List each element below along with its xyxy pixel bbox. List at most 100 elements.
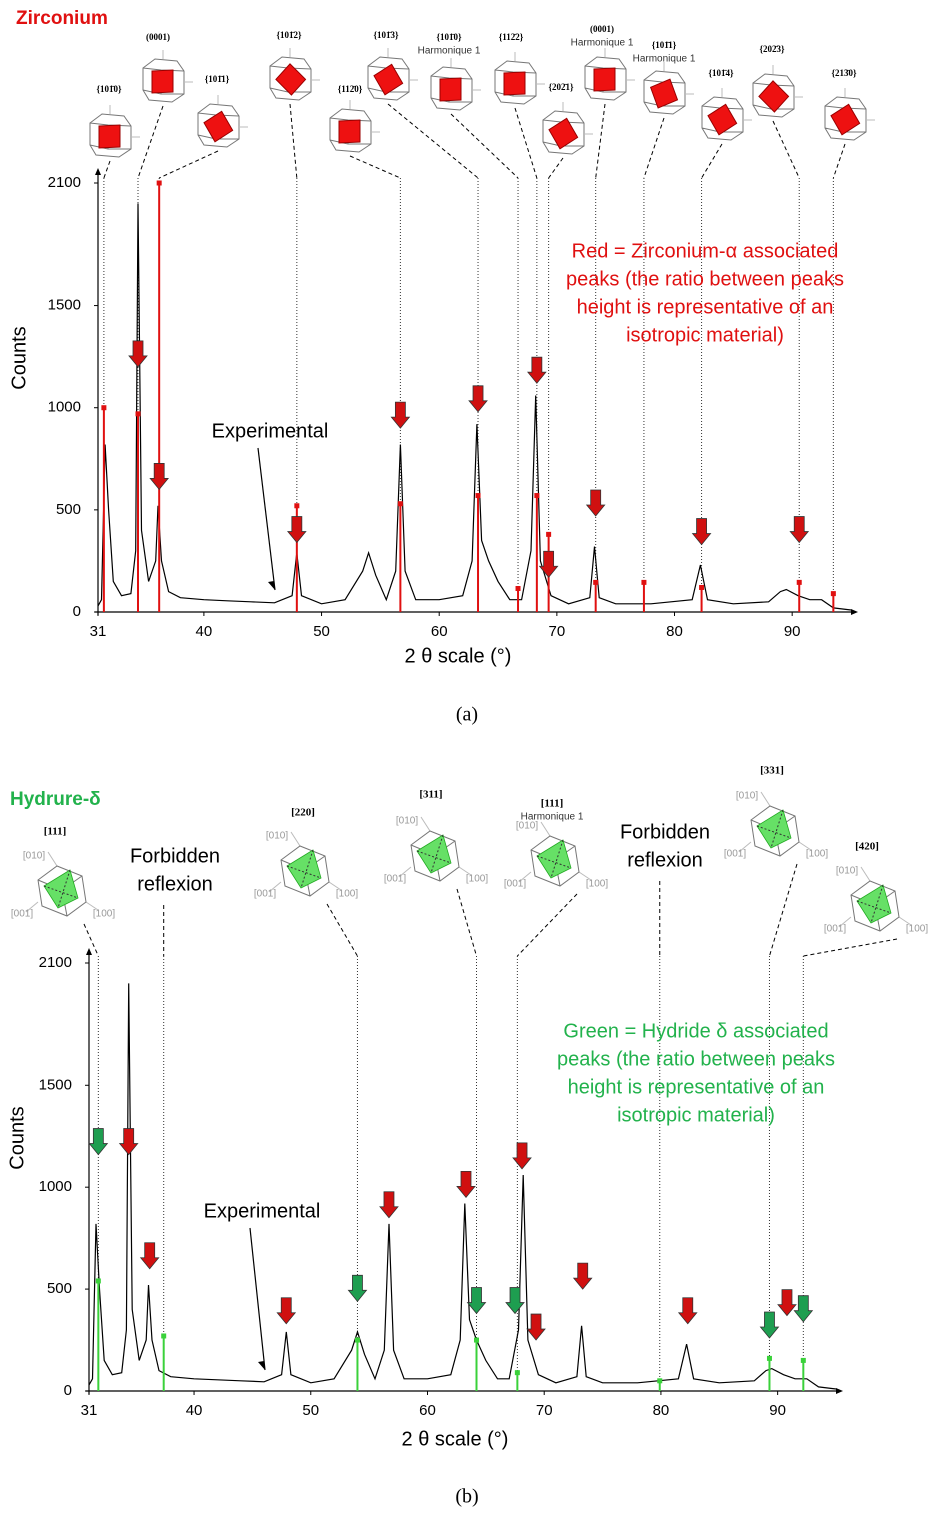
- arrow-marker: [777, 1289, 797, 1317]
- chart-title: Hydrure-δ: [10, 789, 101, 810]
- prism-axes: [721, 88, 752, 121]
- experimental-line: [88, 983, 837, 1390]
- connector: [548, 157, 564, 179]
- x-tick-label: 90: [784, 623, 801, 640]
- axis-name: [010]: [396, 816, 418, 827]
- arrow-marker: [468, 385, 488, 413]
- arrow-marker: [512, 1142, 532, 1170]
- arrow-marker: [585, 489, 606, 517]
- crystal-icon: [701, 88, 752, 141]
- crystal-plane: [373, 63, 404, 96]
- x-tick-label: 90: [769, 1402, 786, 1419]
- crystal-icon: [752, 65, 803, 118]
- icon-sublabel: Harmonique 1: [418, 46, 481, 57]
- note-line: isotropic material): [617, 1104, 775, 1126]
- chart-title: Zirconium: [16, 8, 108, 29]
- icon-label: (0001): [146, 32, 170, 42]
- axis-name: [001]: [254, 889, 276, 900]
- connector: [137, 105, 164, 179]
- note-line: peaks (the ratio between peaks: [566, 268, 844, 290]
- crystal-plane: [649, 78, 679, 109]
- axis-name: [001]: [384, 874, 406, 885]
- note-line: peaks (the ratio between peaks: [557, 1048, 835, 1070]
- crystal-icon: [010] [001] [100]: [824, 866, 928, 935]
- arrow-marker: [677, 1297, 698, 1325]
- arrow-marker: [526, 1313, 546, 1341]
- crystal-icon: [010] [001] [100]: [384, 816, 488, 885]
- crystal-plane: [758, 80, 790, 113]
- arrow-marker: [456, 1170, 476, 1199]
- connector: [103, 160, 111, 179]
- connector: [772, 120, 800, 179]
- connector: [289, 103, 298, 179]
- axis-name: [001]: [11, 909, 33, 920]
- reference-peak-top: [101, 405, 107, 411]
- axis-name: [010]: [266, 831, 288, 842]
- icon-label: [420]: [855, 841, 879, 853]
- reference-peak-top: [546, 531, 552, 537]
- connector: [643, 117, 665, 179]
- panel-label: (b): [455, 1486, 478, 1508]
- crystal-icon: [89, 105, 140, 158]
- arrow-marker: [347, 1274, 368, 1302]
- arrow-marker: [466, 1287, 487, 1315]
- connector: [803, 938, 898, 957]
- x-tick-label: 40: [186, 1402, 203, 1419]
- y-axis-arrow: [86, 948, 92, 955]
- crystal-plane: [707, 103, 738, 136]
- crystal-icon: [010] [001] [100]: [724, 791, 828, 860]
- icon-label: {112̄0}: [338, 84, 363, 94]
- crystal-icon: [367, 48, 418, 101]
- prism-axes: [387, 48, 418, 81]
- y-axis-arrow: [95, 168, 101, 175]
- annotation-line: reflexion: [627, 849, 703, 871]
- prism-axes: [162, 50, 193, 83]
- prism-axes: [663, 62, 694, 95]
- icon-label: {101̄3}: [373, 30, 399, 40]
- note-line: height is representative of an: [568, 1076, 825, 1098]
- connector: [83, 923, 99, 957]
- prism-axes: [289, 48, 320, 81]
- arrow-marker: [139, 1242, 160, 1270]
- axis-name: [100]: [806, 849, 828, 860]
- reference-peak-top: [354, 1337, 360, 1343]
- arrow-marker: [759, 1311, 780, 1339]
- annotation-line: Forbidden: [620, 821, 710, 843]
- cube-inner: [416, 834, 452, 874]
- y-tick-label: 500: [47, 1280, 72, 1297]
- series-label-arrow: [257, 447, 276, 591]
- axis-name: [100]: [586, 879, 608, 890]
- reference-peak-top: [475, 493, 481, 499]
- cube-inner: [536, 839, 572, 879]
- connector: [326, 903, 358, 957]
- y-tick-label: 0: [73, 603, 81, 620]
- icon-sublabel: Harmonique 1: [521, 812, 584, 823]
- y-axis-label: Counts: [8, 326, 30, 389]
- prism-axes: [514, 52, 545, 85]
- connector: [832, 143, 846, 179]
- cube-axes: [268, 831, 342, 893]
- connector: [516, 893, 578, 957]
- icon-label: {112̄2}: [499, 32, 524, 42]
- arrow-marker: [149, 463, 170, 491]
- crystal-icon: [494, 52, 545, 105]
- cube-inner: [286, 849, 322, 889]
- y-tick-label: 500: [56, 501, 81, 518]
- x-tick-label: 50: [313, 623, 330, 640]
- series-label-arrowhead: [258, 1361, 265, 1370]
- crystal-icon: [142, 50, 193, 103]
- cube-axes: [838, 866, 912, 928]
- crystal-plane: [151, 69, 174, 94]
- x-tick-label: 40: [196, 623, 213, 640]
- x-tick-label: 80: [666, 623, 683, 640]
- connector: [456, 888, 477, 957]
- reference-peak-top: [593, 579, 599, 585]
- icon-label: [220]: [291, 807, 315, 819]
- connector: [349, 155, 401, 179]
- icon-label: {101̄2}: [276, 30, 302, 40]
- x-tick-label: 31: [81, 1402, 98, 1419]
- arrow-marker: [789, 516, 810, 544]
- y-tick-label: 2100: [39, 954, 72, 971]
- y-tick-label: 1500: [48, 297, 81, 314]
